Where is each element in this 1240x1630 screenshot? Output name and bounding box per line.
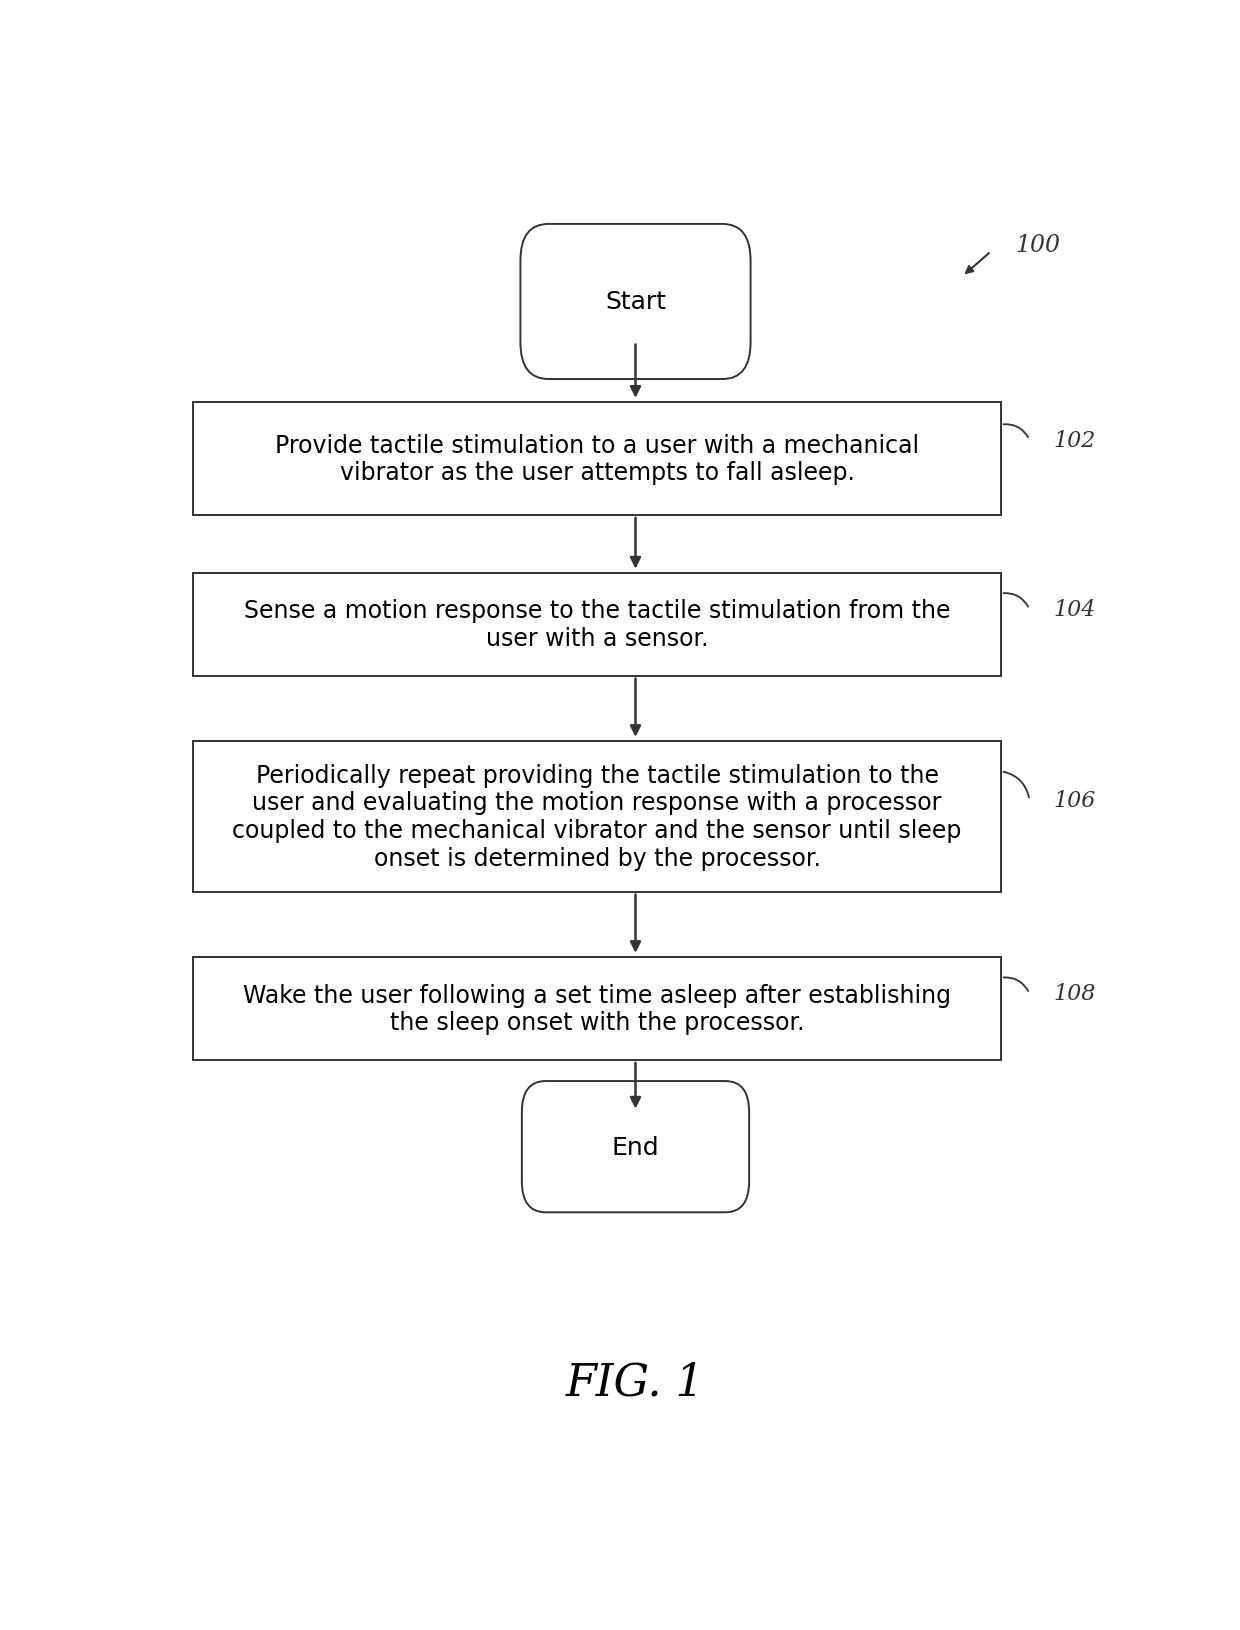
FancyBboxPatch shape	[193, 403, 1001, 515]
FancyBboxPatch shape	[193, 742, 1001, 892]
Text: Wake the user following a set time asleep after establishing
the sleep onset wit: Wake the user following a set time aslee…	[243, 983, 951, 1035]
FancyBboxPatch shape	[193, 574, 1001, 676]
Text: End: End	[611, 1134, 660, 1159]
FancyBboxPatch shape	[522, 1081, 749, 1213]
Text: 102: 102	[1054, 429, 1096, 452]
FancyBboxPatch shape	[193, 957, 1001, 1061]
Text: Start: Start	[605, 290, 666, 315]
Text: 106: 106	[1054, 789, 1096, 812]
Text: Sense a motion response to the tactile stimulation from the
user with a sensor.: Sense a motion response to the tactile s…	[244, 598, 950, 650]
Text: 100: 100	[1016, 235, 1060, 258]
Text: 104: 104	[1054, 598, 1096, 621]
Text: FIG. 1: FIG. 1	[565, 1359, 706, 1403]
Text: Periodically repeat providing the tactile stimulation to the
user and evaluating: Periodically repeat providing the tactil…	[232, 763, 962, 870]
FancyBboxPatch shape	[521, 225, 750, 380]
Text: Provide tactile stimulation to a user with a mechanical
vibrator as the user att: Provide tactile stimulation to a user wi…	[275, 434, 919, 486]
Text: 108: 108	[1054, 983, 1096, 1004]
